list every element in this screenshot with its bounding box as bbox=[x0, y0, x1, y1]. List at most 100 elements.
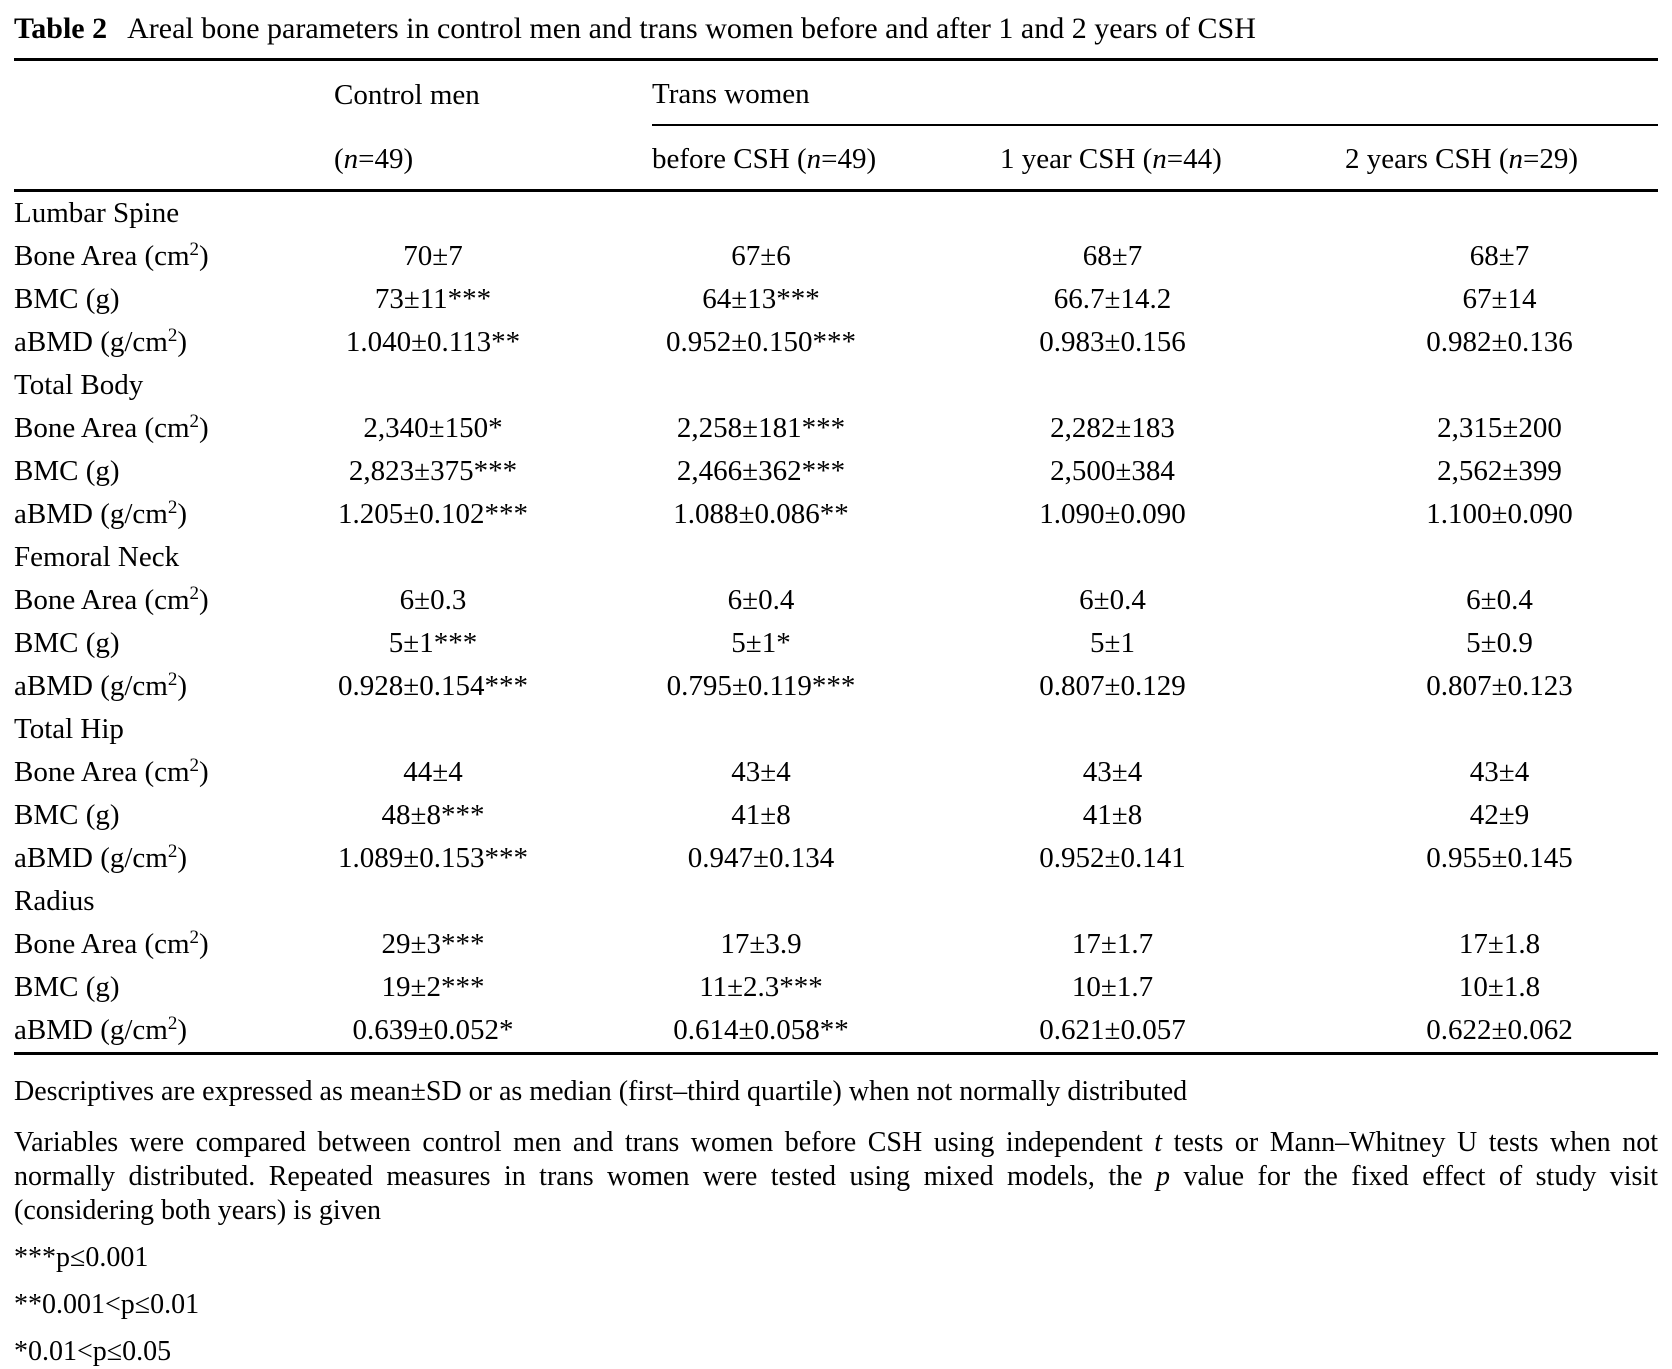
text-segment: Bone Area (cm bbox=[14, 928, 190, 960]
data-cell: 67±14 bbox=[1462, 283, 1537, 315]
row-label: aBMD (g/cm2) bbox=[14, 665, 334, 708]
table-row: Bone Area (cm2) 29±3*** 17±3.9 17±1.7 17±1.8 bbox=[14, 923, 1658, 966]
data-cell: 0.639±0.052* bbox=[352, 1014, 514, 1046]
text-segment: *0.01<p≤0.05 bbox=[14, 1336, 172, 1367]
subheader-row: (n=49) before CSH (n=49) 1 year CSH (n=4… bbox=[14, 125, 1658, 192]
text-segment: n bbox=[806, 143, 822, 175]
section-row: Femoral Neck bbox=[14, 536, 1658, 579]
row-label: Bone Area (cm2) bbox=[14, 579, 334, 622]
text-segment: BMC (g) bbox=[14, 799, 120, 831]
table-row: aBMD (g/cm2) 0.928±0.154*** 0.795±0.119***… bbox=[14, 665, 1658, 708]
data-cell: 11±2.3*** bbox=[699, 971, 823, 1003]
text-segment: Radius bbox=[14, 885, 95, 917]
table-title: Table 2 Areal bone parameters in control … bbox=[14, 10, 1658, 48]
data-cell: 2,258±181*** bbox=[676, 412, 846, 444]
text-segment: 2 bbox=[167, 1012, 178, 1034]
empty-header-cell bbox=[14, 60, 334, 126]
areal-bone-table: Control men Trans women (n=49) before CS… bbox=[14, 58, 1658, 1055]
row-label: BMC (g) bbox=[14, 966, 334, 1009]
text-segment: ***p≤0.001 bbox=[14, 1242, 149, 1273]
table-row: Bone Area (cm2) 6±0.3 6±0.4 6±0.4 6±0.4 bbox=[14, 579, 1658, 622]
data-cell: 43±4 bbox=[1082, 756, 1143, 788]
data-cell: 5±1* bbox=[731, 627, 791, 659]
footnote-descriptives: Descriptives are expressed as mean±SD or… bbox=[14, 1075, 1658, 1109]
data-cell: 29±3*** bbox=[381, 928, 485, 960]
section-label: Total Hip bbox=[14, 708, 1658, 751]
group-header-row: Control men Trans women bbox=[14, 59, 1658, 126]
table-caption: Areal bone parameters in control men and… bbox=[127, 12, 1256, 45]
row-label: Bone Area (cm2) bbox=[14, 407, 334, 450]
col-header-control-men: Control men bbox=[334, 79, 480, 111]
text-segment: 2 bbox=[167, 840, 178, 862]
text-segment: **0.001<p≤0.01 bbox=[14, 1289, 200, 1320]
col-header-trans-women: Trans women bbox=[652, 59, 1658, 126]
data-cell: 2,562±399 bbox=[1437, 455, 1562, 487]
table-row: aBMD (g/cm2) 0.639±0.052* 0.614±0.058** 0.6… bbox=[14, 1009, 1658, 1054]
section-row: Lumbar Spine bbox=[14, 191, 1658, 236]
text-segment: aBMD (g/cm bbox=[14, 498, 168, 530]
text-segment: ) bbox=[177, 1014, 188, 1046]
data-cell: 1.205±0.102*** bbox=[338, 498, 528, 530]
text-segment: Total Body bbox=[14, 369, 144, 401]
text-segment: n bbox=[1152, 143, 1167, 175]
data-cell: 70±7 bbox=[403, 240, 463, 272]
text-segment: Bone Area (cm bbox=[14, 412, 190, 444]
data-cell: 17±1.8 bbox=[1458, 928, 1541, 960]
text-segment: Femoral Neck bbox=[14, 541, 180, 573]
table-row: aBMD (g/cm2) 1.040±0.113** 0.952±0.150*** 0… bbox=[14, 321, 1658, 364]
data-cell: 41±8 bbox=[1082, 799, 1143, 831]
data-cell: 6±0.4 bbox=[727, 584, 795, 616]
data-cell: 17±3.9 bbox=[720, 928, 802, 960]
footnote-sig-3star: ***p≤0.001 bbox=[14, 1241, 1658, 1275]
text-segment: aBMD (g/cm bbox=[14, 326, 168, 358]
section-row: Radius bbox=[14, 880, 1658, 923]
text-segment: BMC (g) bbox=[14, 627, 120, 659]
row-label: aBMD (g/cm2) bbox=[14, 837, 334, 880]
data-cell: 10±1.8 bbox=[1458, 971, 1541, 1003]
row-label: BMC (g) bbox=[14, 450, 334, 493]
text-segment: ) bbox=[199, 240, 209, 272]
text-segment: Total Hip bbox=[14, 713, 124, 745]
data-cell: 0.983±0.156 bbox=[1039, 326, 1186, 358]
data-cell: 0.947±0.134 bbox=[687, 842, 835, 874]
text-segment: =44) bbox=[1166, 143, 1222, 175]
footnote-sig-1star: *0.01<p≤0.05 bbox=[14, 1335, 1658, 1369]
text-segment: value for the fixed effect of study visi… bbox=[14, 1161, 1658, 1226]
data-cell: 0.952±0.150*** bbox=[666, 326, 856, 358]
data-cell: 68±7 bbox=[1082, 240, 1143, 272]
data-cell: 0.795±0.119*** bbox=[666, 670, 856, 702]
table-row: Bone Area (cm2) 2,340±150* 2,258±181*** 2,2… bbox=[14, 407, 1658, 450]
text-segment: ) bbox=[177, 498, 188, 530]
col-subheader-2-years-csh: 2 years CSH (n=29) bbox=[1345, 125, 1658, 192]
col-subheader-control-n: (n=49) bbox=[334, 125, 652, 192]
text-segment: aBMD (g/cm bbox=[14, 670, 168, 702]
text-segment: BMC (g) bbox=[14, 455, 120, 487]
data-cell: 42±9 bbox=[1469, 799, 1530, 831]
text-segment: =49) bbox=[358, 143, 414, 175]
text-segment: 2 bbox=[189, 410, 200, 432]
data-cell: 41±8 bbox=[731, 799, 791, 831]
data-cell: 1.088±0.086** bbox=[673, 498, 849, 530]
data-cell: 2,282±183 bbox=[1050, 412, 1175, 444]
text-segment: ) bbox=[199, 928, 209, 960]
data-cell: 6±0.3 bbox=[399, 584, 467, 616]
section-label: Radius bbox=[14, 880, 1658, 923]
data-cell: 48±8*** bbox=[381, 799, 485, 831]
text-segment: Variables were compared between control … bbox=[14, 1127, 1155, 1158]
text-segment: 2 bbox=[189, 582, 200, 604]
data-cell: 66.7±14.2 bbox=[1053, 283, 1172, 315]
text-segment: t bbox=[1154, 1127, 1163, 1158]
text-segment: ) bbox=[177, 670, 188, 702]
footnote-methods: Variables were compared between control … bbox=[14, 1126, 1658, 1228]
data-cell: 10±1.7 bbox=[1071, 971, 1154, 1003]
section-label: Femoral Neck bbox=[14, 536, 1658, 579]
data-cell: 1.040±0.113** bbox=[345, 326, 521, 358]
data-cell: 1.089±0.153*** bbox=[338, 842, 528, 874]
text-segment: 2 bbox=[189, 754, 200, 776]
table-row: BMC (g) 48±8*** 41±8 41±8 42±9 bbox=[14, 794, 1658, 837]
text-segment: 2 years CSH ( bbox=[1345, 143, 1509, 175]
text-segment: n bbox=[1508, 143, 1524, 175]
data-cell: 43±4 bbox=[1469, 756, 1530, 788]
text-segment: Descriptives are expressed as mean±SD or… bbox=[14, 1076, 1188, 1107]
row-label: aBMD (g/cm2) bbox=[14, 321, 334, 364]
